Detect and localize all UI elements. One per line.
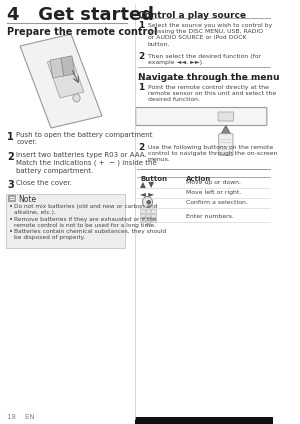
Text: •: •	[9, 204, 13, 210]
FancyBboxPatch shape	[6, 194, 125, 248]
FancyBboxPatch shape	[219, 134, 233, 155]
Text: 2: 2	[138, 52, 145, 61]
Text: Do not mix batteries (old and new or carbon and
alkaline, etc.).: Do not mix batteries (old and new or car…	[14, 204, 157, 215]
Text: Batteries contain chemical substances, they should
be disposed of properly.: Batteries contain chemical substances, t…	[14, 229, 166, 240]
FancyBboxPatch shape	[146, 209, 150, 212]
Text: Move left or right.: Move left or right.	[186, 190, 241, 195]
Polygon shape	[61, 56, 75, 76]
FancyBboxPatch shape	[218, 112, 234, 121]
Text: 2: 2	[7, 152, 14, 162]
Text: Move up or down.: Move up or down.	[186, 180, 241, 185]
Text: Close the cover.: Close the cover.	[16, 180, 72, 186]
Text: Button: Button	[140, 176, 167, 182]
Text: Select the source you wish to control by
pressing the DISC MENU, USB, RADIO
or A: Select the source you wish to control by…	[148, 23, 272, 47]
Text: 2: 2	[138, 142, 145, 151]
FancyBboxPatch shape	[140, 209, 145, 212]
Text: Prepare the remote control: Prepare the remote control	[7, 27, 158, 37]
Text: 18    EN: 18 EN	[7, 414, 35, 420]
Text: Confirm a selection.: Confirm a selection.	[186, 200, 248, 205]
Text: Control a play source: Control a play source	[138, 11, 247, 20]
Circle shape	[73, 94, 80, 102]
FancyBboxPatch shape	[151, 214, 156, 217]
FancyBboxPatch shape	[136, 108, 267, 126]
Text: 1: 1	[7, 132, 14, 142]
Text: 1: 1	[138, 83, 145, 92]
Text: 4   Get started: 4 Get started	[7, 6, 154, 24]
Circle shape	[142, 196, 152, 207]
Text: •: •	[9, 229, 13, 235]
Polygon shape	[20, 34, 102, 128]
FancyBboxPatch shape	[151, 209, 156, 212]
Text: Then select the desired function (for
example ◄◄, ►►).: Then select the desired function (for ex…	[148, 54, 260, 65]
Text: Point the remote control directly at the
remote sensor on this unit and select t: Point the remote control directly at the…	[148, 85, 276, 103]
FancyBboxPatch shape	[151, 218, 156, 221]
FancyBboxPatch shape	[146, 214, 150, 217]
FancyBboxPatch shape	[146, 223, 150, 226]
Text: Note: Note	[18, 195, 36, 204]
Text: Action: Action	[186, 176, 211, 182]
Text: 1: 1	[138, 21, 145, 30]
Text: Insert two batteries type R03 or AAA.
Match the indications ( +  − ) inside the
: Insert two batteries type R03 or AAA. Ma…	[16, 152, 157, 173]
Text: •: •	[9, 217, 13, 223]
FancyBboxPatch shape	[140, 218, 145, 221]
Text: ●: ●	[145, 200, 151, 204]
Text: Push to open the battery compartment
cover.: Push to open the battery compartment cov…	[16, 132, 153, 145]
Text: Remove batteries if they are exhausted or if the
remote control is not to be use: Remove batteries if they are exhausted o…	[14, 217, 156, 228]
Bar	[135, 417, 273, 424]
Text: ◄ ►: ◄ ►	[140, 190, 154, 199]
FancyBboxPatch shape	[140, 214, 145, 217]
Text: Navigate through the menu: Navigate through the menu	[138, 73, 280, 82]
Text: Enter numbers.: Enter numbers.	[186, 214, 234, 219]
Text: ▲ ▼: ▲ ▼	[140, 180, 154, 189]
FancyBboxPatch shape	[146, 218, 150, 221]
FancyBboxPatch shape	[8, 195, 16, 201]
Polygon shape	[50, 58, 64, 78]
Text: 3: 3	[7, 180, 14, 190]
Polygon shape	[47, 56, 84, 98]
Text: Use the following buttons on the remote
control to navigate through the on-scree: Use the following buttons on the remote …	[148, 145, 277, 162]
Polygon shape	[221, 126, 230, 134]
